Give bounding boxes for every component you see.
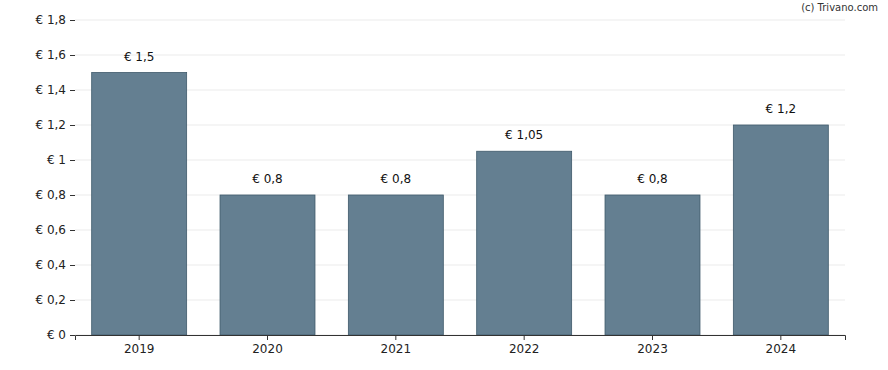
grid-line: [75, 265, 845, 266]
x-tick-mark: [652, 335, 653, 340]
y-tick: € 1: [47, 153, 75, 167]
grid-line: [75, 55, 845, 56]
annotation: (c) Trivano.com: [801, 2, 878, 13]
bar: [220, 195, 315, 335]
data-labels: € 1,5 € 0,8 € 0,8 € 1,05 € 0,8 € 1,2: [124, 50, 796, 187]
x-tick-label: 2020: [252, 342, 283, 356]
x-tick-label: 2022: [509, 342, 540, 356]
plot: € 0 € 0,2 € 0,4 € 0,6 € 0,8 € 1 € 1,2 € 1,4 € 1,…: [35, 13, 845, 355]
y-tick: € 0,2: [35, 293, 75, 307]
data-label: € 0,8: [381, 172, 412, 186]
x-tick-label: 2019: [124, 342, 155, 356]
y-tick-mark: [70, 300, 75, 301]
y-tick-mark: [70, 335, 75, 336]
y-tick-mark: [70, 265, 75, 266]
y-tick-label: € 1,8: [35, 13, 66, 27]
y-tick-mark: [70, 90, 75, 91]
data-label: € 1,5: [124, 50, 155, 64]
grid-line: [75, 230, 845, 231]
y-tick-label: € 0,8: [35, 188, 66, 202]
bar: [477, 151, 572, 335]
data-label: € 0,8: [637, 172, 668, 186]
bar: [92, 73, 187, 336]
x-tick: 2022: [509, 335, 540, 356]
x-tick-mark: [139, 335, 140, 340]
x-axis-line: [76, 336, 846, 341]
y-tick-label: € 1,4: [35, 83, 66, 97]
grid: [75, 20, 845, 335]
bars: [92, 73, 829, 336]
grid-line: [75, 300, 845, 301]
y-tick: € 0,6: [35, 223, 75, 237]
x-tick-label: 2021: [381, 342, 412, 356]
y-tick-label: € 0: [47, 328, 66, 342]
data-label: € 0,8: [252, 172, 283, 186]
x-tick-mark: [524, 335, 525, 340]
grid-line: [75, 90, 845, 91]
grid-line: [75, 20, 845, 21]
y-tick-mark: [70, 230, 75, 231]
y-tick-mark: [70, 55, 75, 56]
y-tick-mark: [70, 125, 75, 126]
x-tick: 2019: [124, 335, 155, 356]
bar: [733, 125, 828, 335]
y-tick: € 1,4: [35, 83, 75, 97]
y-tick-label: € 1,2: [35, 118, 66, 132]
y-tick: € 0,4: [35, 258, 75, 272]
chart: € 0 € 0,2 € 0,4 € 0,6 € 0,8 € 1 € 1,2 € 1,4 € 1,…: [0, 0, 888, 370]
y-tick-mark: [70, 160, 75, 161]
grid-line: [75, 160, 845, 161]
y-axis-line: [70, 21, 76, 336]
y-tick-mark: [70, 20, 75, 21]
x-tick-mark: [780, 335, 781, 340]
y-tick-label: € 0,2: [35, 293, 66, 307]
x-tick-label: 2023: [637, 342, 668, 356]
data-label: € 1,2: [766, 102, 797, 116]
x-tick-label: 2024: [766, 342, 797, 356]
y-tick: € 0,8: [35, 188, 75, 202]
y-tick-mark: [70, 195, 75, 196]
x-tick-mark: [395, 335, 396, 340]
bar: [605, 195, 700, 335]
x-tick: 2023: [637, 335, 668, 356]
y-tick: € 1,2: [35, 118, 75, 132]
bar: [348, 195, 443, 335]
x-axis: 2019 2020 2021 2022 2023 2024: [76, 335, 846, 356]
y-tick-label: € 0,4: [35, 258, 66, 272]
x-tick-mark: [267, 335, 268, 340]
y-tick-label: € 0,6: [35, 223, 66, 237]
x-tick: 2024: [766, 335, 797, 356]
data-label: € 1,05: [505, 128, 543, 142]
x-tick: 2021: [381, 335, 412, 356]
y-tick: € 1,6: [35, 48, 75, 62]
y-tick-label: € 1,6: [35, 48, 66, 62]
y-axis: € 0 € 0,2 € 0,4 € 0,6 € 0,8 € 1 € 1,2 € 1,4 € 1,…: [35, 13, 75, 342]
x-tick: 2020: [252, 335, 283, 356]
y-tick: € 0: [47, 328, 75, 342]
grid-line: [75, 195, 845, 196]
y-tick: € 1,8: [35, 13, 75, 27]
grid-line: [75, 125, 845, 126]
y-tick-label: € 1: [47, 153, 66, 167]
